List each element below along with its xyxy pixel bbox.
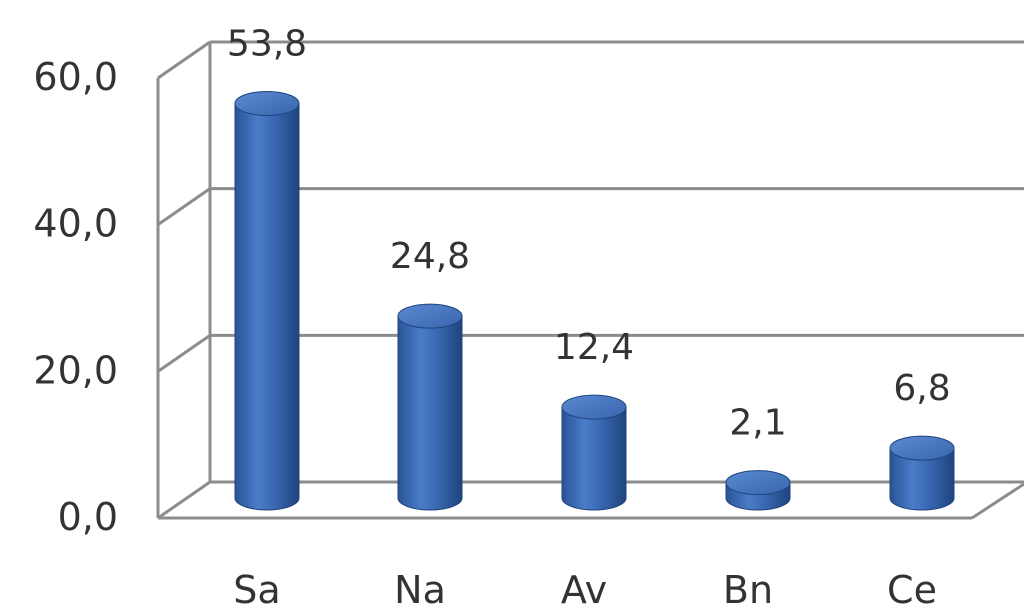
bar-Sa	[234, 90, 300, 511]
x-tick-label: Bn	[723, 568, 773, 612]
data-label: 53,8	[227, 23, 307, 64]
x-tick-label: Na	[394, 568, 446, 612]
bar-body	[397, 315, 463, 511]
gridline-side	[157, 40, 211, 80]
data-label: 12,4	[554, 327, 634, 368]
bar-body	[561, 406, 627, 511]
labels: 0,0 20,0 40,0 60,0 53,8 Sa 24,8 Na 12,4 Av 2,1 Bn 6,…	[33, 23, 950, 612]
y-tick-label: 0,0	[58, 495, 118, 539]
bar-Na	[397, 303, 463, 511]
y-tick-label: 60,0	[33, 55, 118, 99]
bar-Bn	[725, 470, 791, 511]
y-tick-label: 20,0	[33, 348, 118, 392]
bar-top	[889, 435, 955, 461]
bar-body	[889, 447, 955, 511]
gridline-side	[157, 480, 211, 520]
data-label: 24,8	[390, 236, 470, 277]
floor-right-edge	[971, 482, 1024, 520]
x-tick-label: Ce	[887, 568, 937, 612]
data-label: 6,8	[893, 368, 950, 409]
gridline-side	[157, 187, 211, 226]
bar-top	[561, 394, 627, 420]
y-axis	[156, 42, 1024, 520]
bars	[234, 90, 955, 511]
bar-top	[725, 470, 791, 496]
x-tick-label: Av	[561, 568, 607, 612]
gridline-side	[157, 334, 211, 373]
bar-Ce	[889, 435, 955, 511]
data-label: 2,1	[729, 403, 786, 444]
y-tick-label: 40,0	[33, 202, 118, 246]
bar-top	[397, 303, 463, 329]
bar-body	[234, 102, 300, 511]
bar-top	[234, 90, 300, 116]
x-tick-label: Sa	[233, 568, 280, 612]
bar-Av	[561, 394, 627, 511]
